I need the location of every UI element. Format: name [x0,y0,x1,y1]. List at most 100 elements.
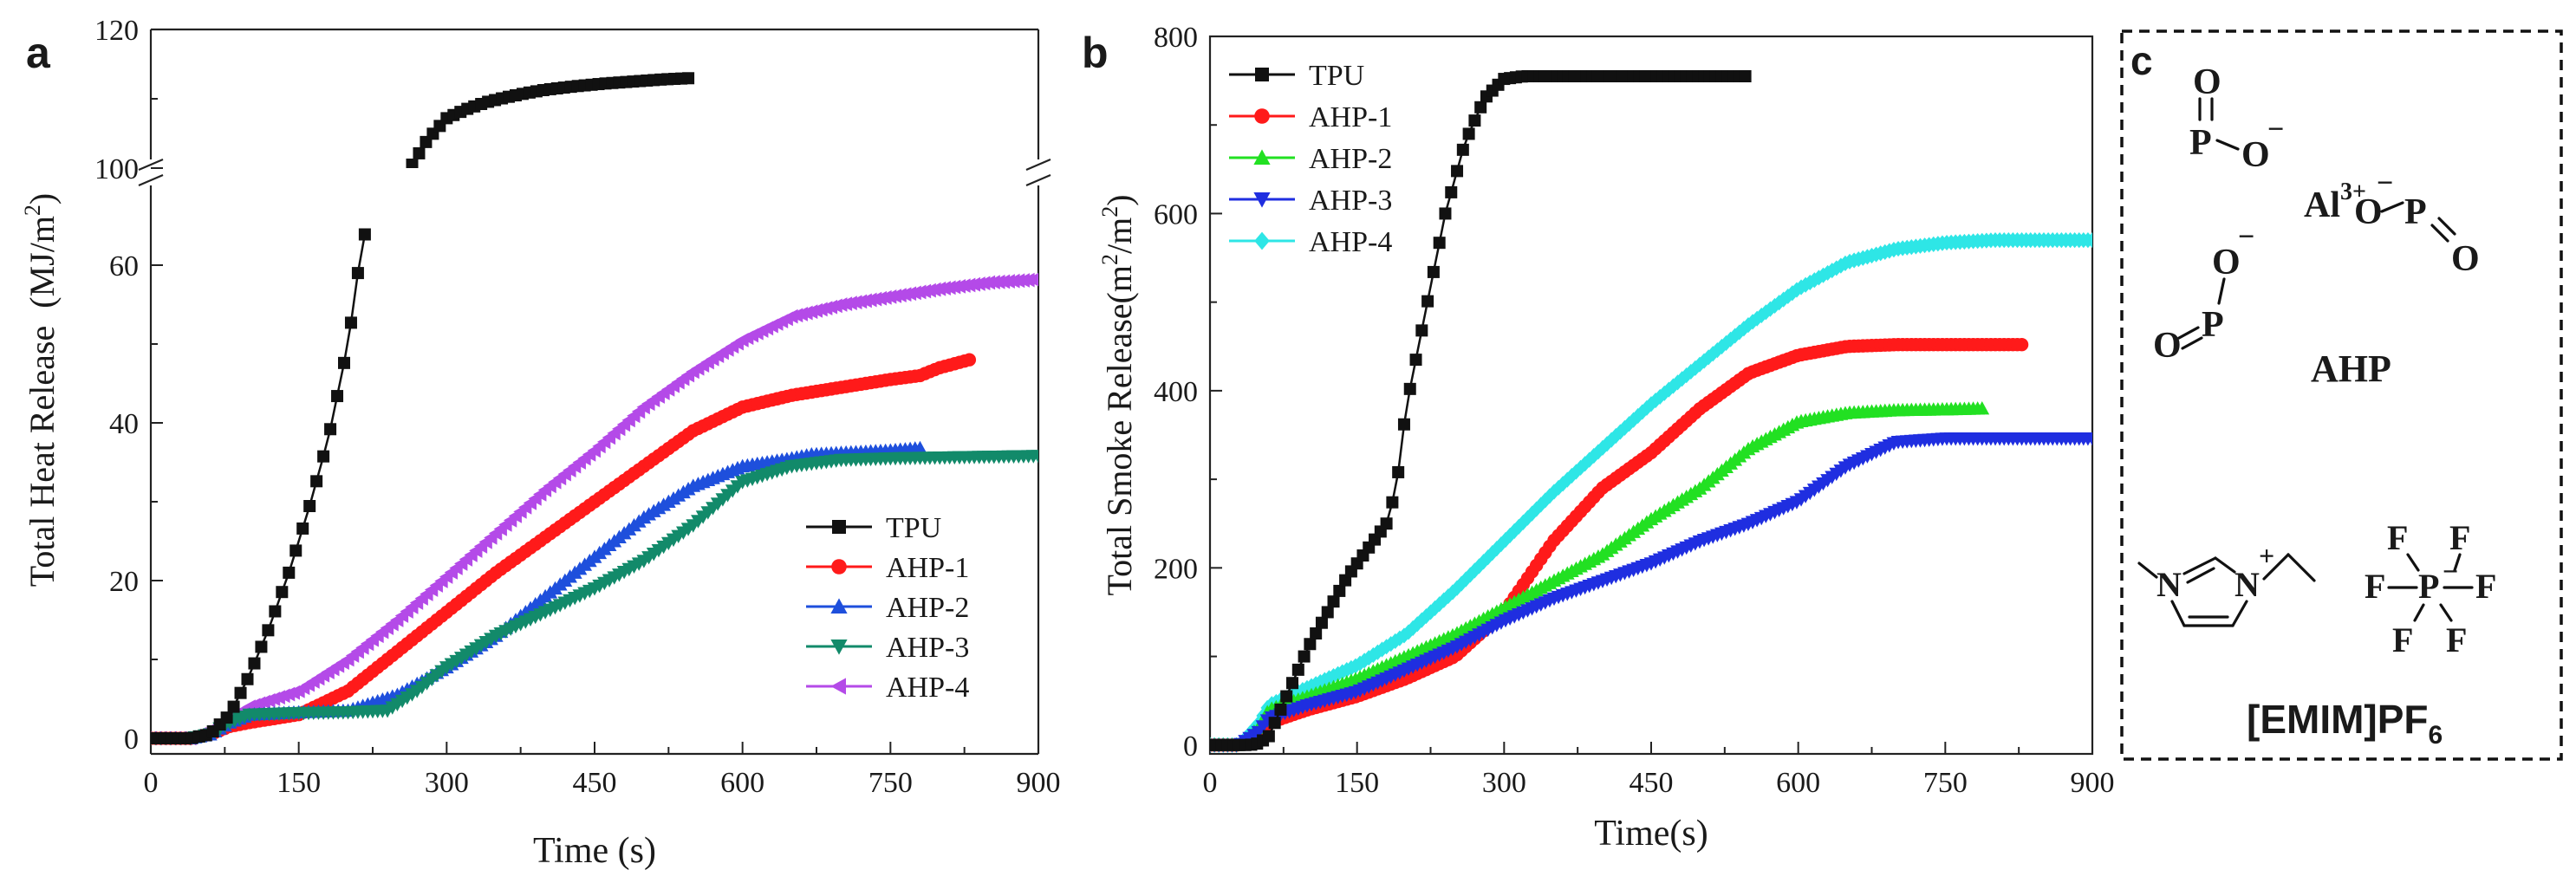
data-point-TPU-lower [248,657,261,670]
data-point-b-AHP-4 [1423,604,1438,620]
data-point-b-AHP-4 [1410,616,1424,633]
atom-f: F [2365,567,2385,606]
atom-f: F [2475,567,2496,606]
series-TPU-upper [406,72,695,168]
panel-a-legend: TPU AHP-1 AHP-2 AHP-3 AHP-4 [806,512,969,704]
data-point-b-AHP-4 [1437,592,1451,608]
data-point-b-TPU [1409,354,1422,367]
x-tick-label: 0 [144,767,159,799]
legend-label-AHP-3: AHP-3 [1309,185,1392,217]
data-point-b-AHP-4 [1375,641,1389,658]
data-point-TPU-lower [358,228,371,241]
x-tick-label: 150 [1335,767,1379,799]
data-point-b-AHP-4 [1741,317,1755,334]
data-point-TPU-lower [317,450,330,463]
data-point-b-TPU [1427,265,1440,278]
data-point-b-AHP-1 [2014,338,2029,352]
series-TPU-lower [151,228,371,744]
x-tick-label: 450 [573,767,617,799]
x-tick-label: 600 [720,767,764,799]
x-tick-label: 450 [1630,767,1674,799]
data-point-b-TPU [1451,165,1464,178]
data-point-b-AHP-4 [1781,288,1795,305]
data-point-b-AHP-4 [1547,484,1561,500]
series-b-AHP-3 [1210,432,2092,753]
data-point-b-TPU [1468,114,1481,127]
data-point-b-AHP-4 [1759,304,1773,321]
data-point-b-AHP-4 [1626,412,1641,428]
panel-a-x-label: Time (s) [533,831,656,871]
data-point-b-AHP-4 [1472,558,1486,575]
data-point-b-AHP-4 [1675,371,1689,387]
atom-f: F [2446,620,2467,659]
data-point-b-AHP-4 [1680,367,1694,384]
data-point-b-TPU [1327,595,1340,608]
data-point-b-AHP-4 [1538,492,1552,509]
legend-label-AHP-2: AHP-2 [1309,143,1392,175]
data-point-b-TPU [1433,237,1446,250]
data-point-b-AHP-4 [1728,328,1742,344]
data-point-b-TPU [1445,185,1458,198]
legend-label-AHP-3: AHP-3 [886,632,969,664]
y-tick-label: 40 [109,408,139,440]
x-tick-label: 300 [425,767,469,799]
atom-o: O [2193,62,2221,102]
atom-n: N [2156,565,2182,604]
data-point-TPU-lower [296,522,309,535]
data-point-b-AHP-4 [1636,404,1649,420]
data-point-b-AHP-4 [1569,464,1584,480]
data-point-b-AHP-4 [1746,314,1760,330]
data-point-b-AHP-4 [2085,232,2092,249]
data-point-b-TPU [1739,70,1752,82]
data-point-b-TPU [1304,638,1317,651]
data-point-b-AHP-4 [1653,388,1667,406]
data-point-TPU-lower [331,390,344,403]
legend-label-AHP-4: AHP-4 [1309,226,1392,258]
data-point-b-AHP-4 [1577,456,1592,472]
data-point-TPU-lower [262,624,275,637]
atom-o: O [2241,135,2270,175]
data-point-b-AHP-4 [1666,378,1681,394]
data-point-TPU-lower [220,711,233,724]
data-point-b-AHP-4 [1657,385,1671,401]
data-point-b-TPU [1321,606,1334,619]
legend-item-AHP-3: AHP-3 [806,632,969,664]
series-line-AHP-2 [151,446,920,740]
data-point-b-AHP-4 [1662,381,1676,398]
data-point-b-AHP-3 [2085,432,2092,446]
y-tick-label: 800 [1154,22,1198,54]
legend-marker-AHP-1 [831,559,847,575]
panel-a-axis-break-left [138,158,164,187]
y-tick-label: 60 [109,250,139,282]
data-point-b-TPU [1386,496,1399,509]
data-point-b-AHP-4 [1609,427,1623,445]
atom-p: P [2189,123,2212,163]
x-tick-label: 300 [1482,767,1526,799]
legend-marker-AHP-1 [1254,108,1270,124]
legend-item-AHP-4: AHP-4 [806,672,969,704]
data-point-b-AHP-4 [1525,505,1539,522]
legend-marker-AHP-4 [830,678,846,695]
y-tick-label: 100 [94,153,139,185]
charge-plus: + [2259,540,2274,571]
charge-minus: − [2377,167,2393,199]
data-point-b-AHP-4 [1714,338,1729,355]
data-point-b-TPU [1333,584,1346,597]
data-point-b-AHP-4 [1463,567,1478,583]
data-point-TPU-upper [682,72,695,85]
data-point-TPU-lower [289,544,302,557]
data-point-b-AHP-4 [1446,584,1460,601]
legend-marker-AHP-2 [830,598,848,614]
series-line-b-TPU [1210,75,1746,747]
legend-item-AHP-2: AHP-2 [806,592,969,624]
data-point-b-AHP-4 [1494,536,1508,553]
data-point-b-AHP-4 [1490,541,1504,557]
series-b-AHP-4 [1210,232,2092,753]
legend-marker-AHP-3 [1253,192,1271,208]
panel-b-x-label: Time(s) [1594,814,1708,854]
data-point-b-TPU [1298,650,1311,663]
atom-n: N [2234,565,2260,604]
panel-a-ticks: 0 150 300 450 600 750 900 0 20 40 60 100 120 [94,15,1061,799]
data-point-b-AHP-4 [1428,600,1442,616]
